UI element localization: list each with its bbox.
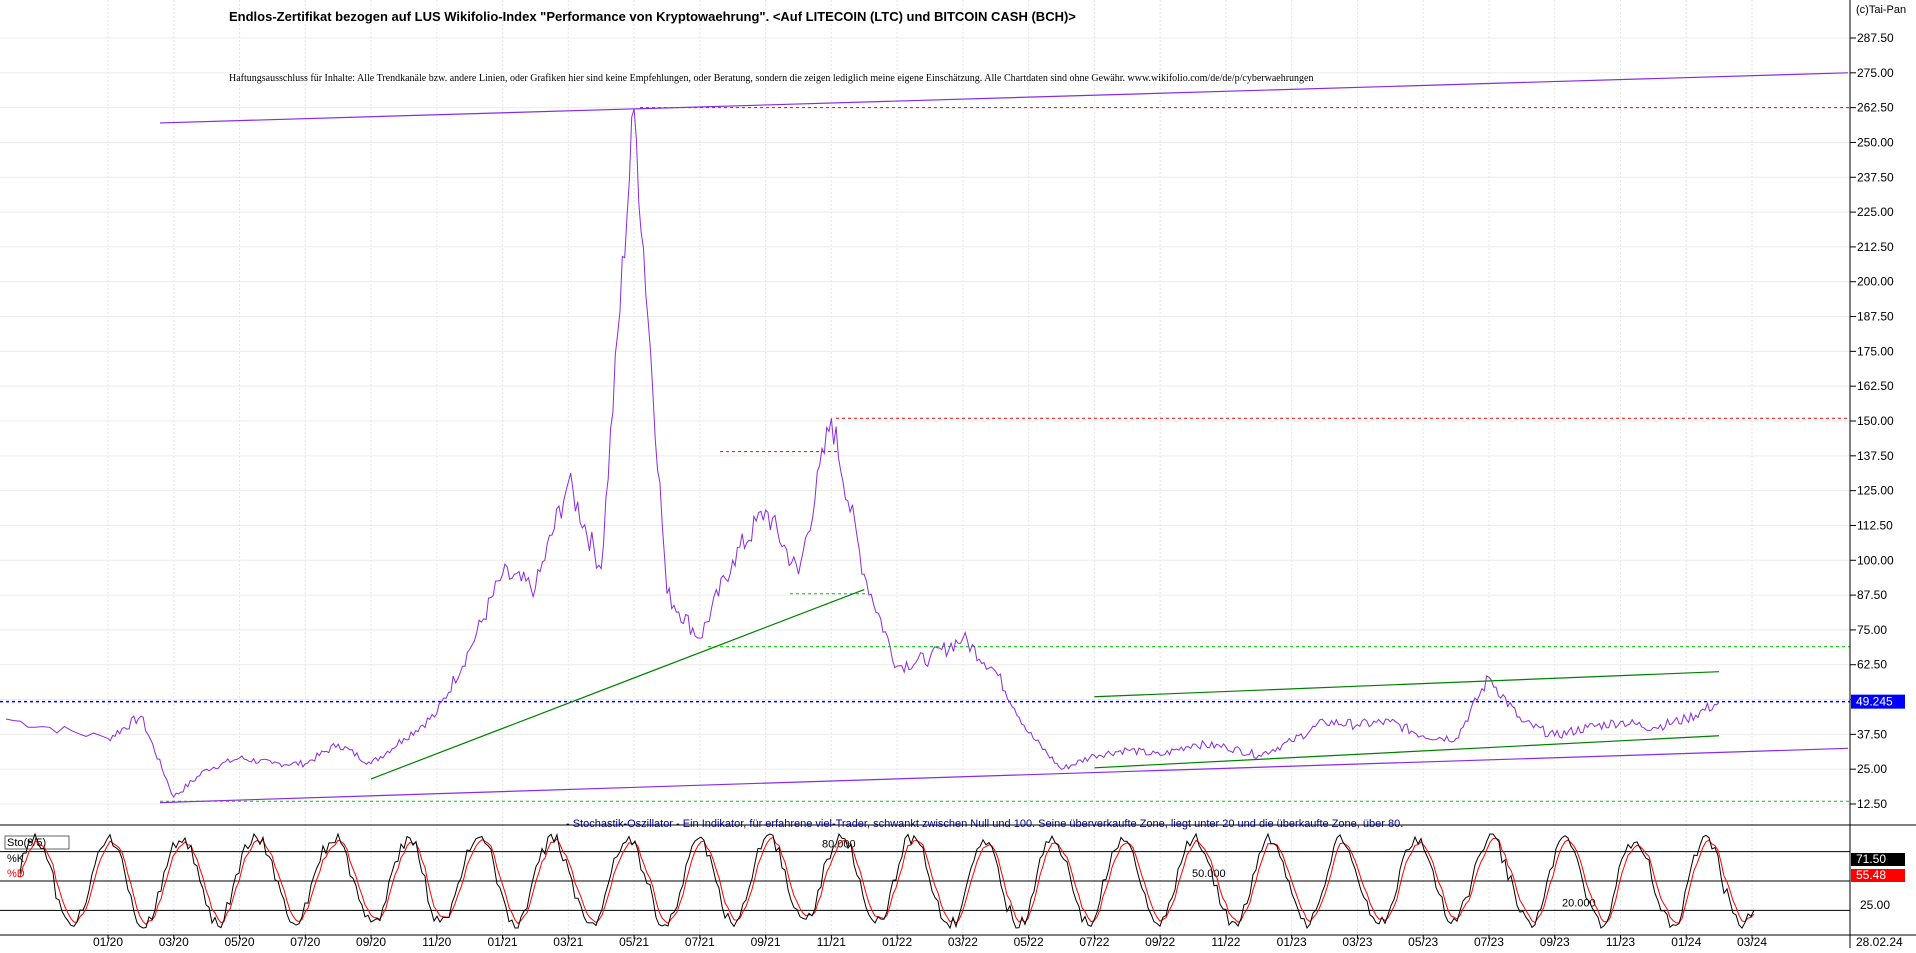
x-tick-label: 05/20 xyxy=(225,935,255,948)
x-tick-label: 11/22 xyxy=(1211,935,1240,948)
oscillator-caption: - Stochastik-Oszillator - Ein Indikator,… xyxy=(566,818,1403,830)
x-tick-label: 09/23 xyxy=(1540,935,1570,948)
y-tick-label: 137.50 xyxy=(1857,449,1894,463)
osc-level-50-label: 50.000 xyxy=(1192,868,1226,880)
x-tick-label: 01/24 xyxy=(1671,935,1701,948)
disclaimer: Haftungsausschluss für Inhalte: Alle Tre… xyxy=(229,73,1314,84)
x-tick-label: 09/22 xyxy=(1145,935,1175,948)
osc-k-legend: %K xyxy=(7,853,25,865)
y-tick-label: 125.00 xyxy=(1857,484,1894,498)
y-tick-label: 175.00 xyxy=(1857,344,1894,358)
osc-k-tag: 71.50 xyxy=(1856,852,1886,866)
trendline xyxy=(1094,735,1720,769)
osc-d-line xyxy=(19,836,1755,926)
y-tick-label: 262.50 xyxy=(1857,101,1894,115)
x-tick-label: 03/21 xyxy=(553,935,583,948)
osc-level-20-label: 20.000 xyxy=(1562,897,1596,909)
y-tick-label: 62.50 xyxy=(1857,658,1887,672)
x-tick-label: 03/20 xyxy=(159,935,189,948)
x-tick-label: 05/23 xyxy=(1408,935,1438,948)
x-tick-label: 05/21 xyxy=(619,935,649,948)
x-tick-label: 07/22 xyxy=(1079,935,1109,948)
price-tag-label: 49.245 xyxy=(1856,695,1893,709)
y-tick-label: 87.50 xyxy=(1857,588,1887,602)
grid xyxy=(0,0,1850,935)
x-tick-label: 07/23 xyxy=(1474,935,1504,948)
x-tick-label: 01/20 xyxy=(93,935,123,948)
x-tick-label: 03/22 xyxy=(948,935,978,948)
x-tick-label: 09/21 xyxy=(751,935,781,948)
y-tick-label: 200.00 xyxy=(1857,275,1894,289)
x-tick-label: 03/24 xyxy=(1737,935,1767,948)
chart-title: Endlos-Zertifikat bezogen auf LUS Wikifo… xyxy=(229,9,1076,24)
x-tick-label: 11/20 xyxy=(422,935,451,948)
y-tick-label: 250.00 xyxy=(1857,135,1894,149)
y-tick-label: 75.00 xyxy=(1857,623,1887,637)
y-tick-label: 150.00 xyxy=(1857,414,1894,428)
trendline xyxy=(370,588,865,780)
osc-d-tag-box xyxy=(1851,869,1905,882)
trendline xyxy=(159,72,1849,124)
trendline xyxy=(159,747,1849,804)
annotations xyxy=(0,72,1850,804)
x-tick-label: 01/22 xyxy=(882,935,912,948)
y-tick-label: 225.00 xyxy=(1857,205,1894,219)
y-tick-label: 12.50 xyxy=(1857,797,1887,811)
osc-k-tag-box xyxy=(1851,853,1905,866)
x-tick-label: 01/23 xyxy=(1277,935,1307,948)
x-tick-label: 07/20 xyxy=(290,935,320,948)
y-tick-label: 100.00 xyxy=(1857,553,1894,567)
y-tick-label: 287.50 xyxy=(1857,31,1894,45)
copyright: (c)Tai-Pan xyxy=(1856,4,1906,16)
x-tick-label: 03/23 xyxy=(1342,935,1372,948)
y-tick-label: 162.50 xyxy=(1857,379,1894,393)
trendline xyxy=(1094,671,1720,698)
x-tick-label: 11/21 xyxy=(817,935,846,948)
y-tick-label: 237.50 xyxy=(1857,170,1894,184)
x-tick-label: 07/21 xyxy=(685,935,715,948)
y-tick-label: 112.50 xyxy=(1857,518,1893,532)
osc-axis-25: 25.00 xyxy=(1860,898,1890,912)
y-tick-label: 212.50 xyxy=(1857,240,1894,254)
x-tick-label: 11/23 xyxy=(1606,935,1635,948)
osc-d-tag: 55.48 xyxy=(1856,868,1886,882)
y-tick-label: 275.00 xyxy=(1857,66,1894,80)
x-tick-label: 09/20 xyxy=(356,935,386,948)
y-tick-label: 37.50 xyxy=(1857,727,1887,741)
price-tag-box xyxy=(1851,694,1905,709)
x-tick-label: 05/22 xyxy=(1014,935,1044,948)
oscillator-panel: 80.00050.00020.000Sto(9/5)%K%D71.5055.48… xyxy=(0,832,1905,930)
osc-k-line xyxy=(19,832,1755,930)
last-date-label: 28.02.24 xyxy=(1856,935,1903,948)
x-tick-label: 01/21 xyxy=(488,935,518,948)
y-tick-label: 25.00 xyxy=(1857,762,1887,776)
price-series-line xyxy=(5,108,1720,798)
osc-name: Sto(9/5) xyxy=(7,837,46,849)
y-tick-label: 187.50 xyxy=(1857,310,1894,324)
series-layer xyxy=(5,108,1720,798)
